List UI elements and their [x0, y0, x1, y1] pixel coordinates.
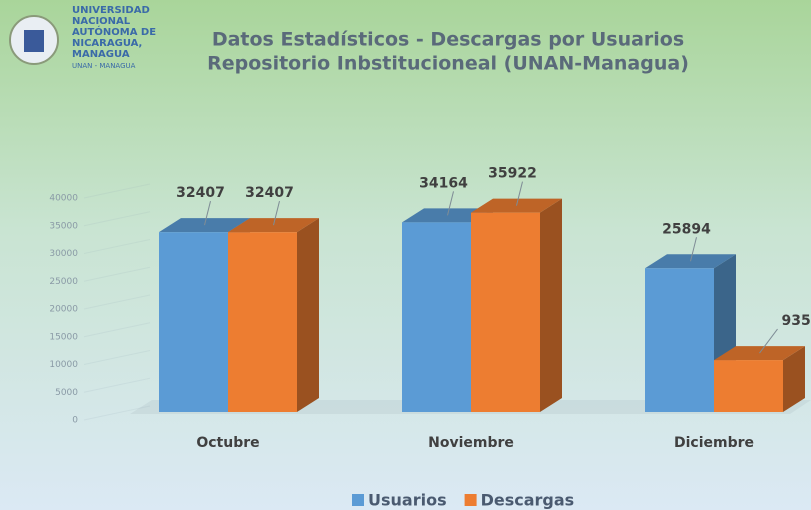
- chart-subtitle: Repositorio Inbstitucioneal (UNAN-Managu…: [207, 53, 689, 75]
- leader-line: [204, 201, 211, 226]
- bar-side: [297, 218, 319, 412]
- y-tick-label: 5000: [55, 388, 78, 398]
- tick-mark: [83, 294, 151, 310]
- tick-mark: [83, 211, 151, 227]
- y-tick-label: 20000: [49, 305, 78, 315]
- legend-label: Usuarios: [368, 491, 447, 510]
- bar: [402, 222, 471, 412]
- tick-mark: [83, 377, 151, 393]
- logo-line: AUTÓNOMA DE: [72, 25, 156, 38]
- y-tick-label: 35000: [49, 221, 78, 231]
- y-tick-label: 10000: [49, 360, 78, 370]
- data-label: 34164: [419, 175, 468, 191]
- chart-title: Datos Estadísticos - Descargas por Usuar…: [212, 29, 684, 51]
- tick-mark: [83, 183, 151, 199]
- logo-line: NICARAGUA,: [72, 38, 142, 49]
- tick-mark: [83, 239, 151, 254]
- leader-line: [273, 201, 280, 226]
- data-label: 32407: [245, 185, 294, 201]
- legend-swatch: [352, 494, 364, 506]
- leader-line: [690, 237, 697, 262]
- y-tick-label: 0: [72, 416, 78, 426]
- legend-swatch: [464, 494, 477, 506]
- x-tick-label: Octubre: [196, 435, 259, 451]
- data-label: 9353: [782, 313, 811, 329]
- bar: [228, 232, 297, 412]
- bar: [714, 360, 783, 412]
- y-tick-label: 15000: [49, 332, 78, 342]
- tick-mark: [83, 266, 151, 282]
- logo-shield: [24, 30, 44, 52]
- bar: [159, 232, 228, 412]
- x-tick-label: Noviembre: [428, 435, 514, 451]
- tick-mark: [83, 350, 151, 365]
- logo-sub: UNAN - MANAGUA: [72, 62, 136, 70]
- logo-line: NACIONAL: [72, 16, 131, 27]
- bar-side: [783, 346, 805, 412]
- bar-side: [540, 198, 562, 412]
- logo-line: MANAGUA: [72, 49, 130, 60]
- legend-label: Descargas: [481, 491, 575, 510]
- logo-line: UNIVERSIDAD: [72, 5, 150, 16]
- y-tick-label: 25000: [49, 277, 78, 287]
- bar: [471, 212, 540, 412]
- leader-line: [447, 191, 454, 216]
- x-tick-label: Diciembre: [674, 435, 754, 451]
- data-label: 35922: [488, 166, 537, 182]
- data-label: 25894: [662, 221, 711, 237]
- y-tick-label: 30000: [49, 249, 78, 259]
- y-tick-label: 40000: [49, 194, 78, 204]
- bar: [645, 268, 714, 412]
- tick-mark: [83, 405, 151, 421]
- leader-line: [759, 328, 778, 354]
- logo: UNIVERSIDAD NACIONAL AUTÓNOMA DE NICARAG…: [9, 5, 156, 70]
- tick-mark: [83, 322, 151, 338]
- data-label: 32407: [176, 185, 225, 201]
- leader-line: [516, 181, 523, 206]
